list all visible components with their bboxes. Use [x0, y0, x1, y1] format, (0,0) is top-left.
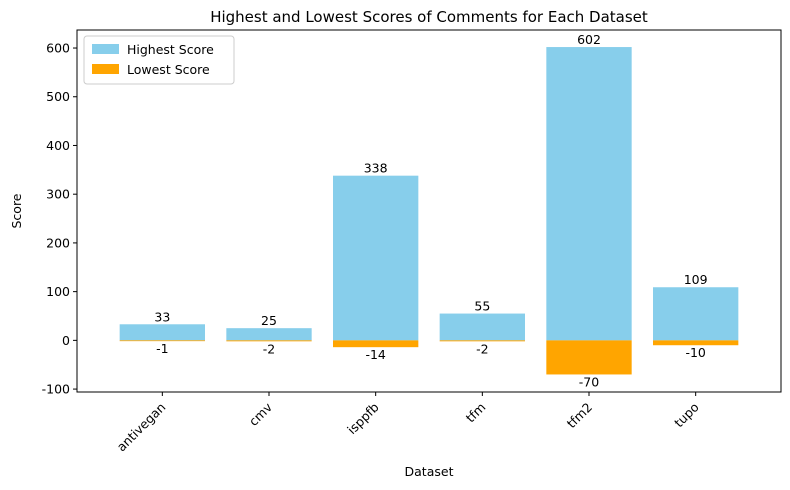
y-tick-label: 300: [46, 187, 70, 202]
legend-swatch-highest: [92, 44, 119, 54]
bar-lowest-tfm: [439, 340, 525, 342]
data-label-lowest-isppfb: -14: [365, 347, 385, 362]
y-tick-label: 0: [62, 333, 70, 348]
data-label-lowest-tupo: -10: [685, 345, 705, 360]
x-tick-label-tfm: tfm: [463, 400, 489, 426]
data-label-lowest-cmv: -2: [263, 341, 275, 356]
y-tick-label: 600: [46, 41, 70, 56]
y-axis-label: Score: [9, 193, 24, 228]
legend-swatch-lowest: [92, 64, 119, 74]
x-axis: antivegan cmv isppfb tfm tfm2 tupo: [114, 392, 702, 454]
data-label-lowest-antivegan: -1: [156, 341, 168, 356]
legend-box: [83, 35, 235, 85]
x-axis-label: Dataset: [405, 464, 454, 479]
legend: Highest Score Lowest Score: [83, 35, 235, 85]
data-label-highest-tfm: 55: [474, 299, 490, 314]
data-label-highest-cmv: 25: [261, 313, 277, 328]
x-tick-label-isppfb: isppfb: [344, 399, 382, 437]
x-tick-label-antivegan: antivegan: [114, 400, 169, 455]
bar-highest-tfm: [439, 313, 525, 341]
x-tick-label-cmv: cmv: [246, 399, 276, 429]
y-axis: -100 0 100 200 300 400 500 600: [42, 41, 77, 397]
y-tick-label: 500: [46, 89, 70, 104]
bar-lowest-tupo: [653, 340, 739, 346]
data-label-highest-antivegan: 33: [154, 309, 170, 324]
data-label-highest-tfm2: 602: [577, 32, 601, 47]
bar-highest-cmv: [226, 328, 312, 341]
bar-lowest-tfm2: [546, 340, 632, 375]
plot-area-frame: [76, 29, 782, 393]
data-labels-layer: 33 25 338 55 602 109 -1 -2 -14 -2 -70 -10: [154, 32, 707, 389]
legend-label-highest: Highest Score: [127, 42, 214, 57]
y-tick-label: 400: [46, 138, 70, 153]
y-tick-label: -100: [42, 382, 70, 397]
data-label-highest-tupo: 109: [684, 272, 708, 287]
bar-lowest-cmv: [226, 340, 312, 342]
x-tick-label-tupo: tupo: [671, 400, 702, 431]
bar-highest-antivegan: [119, 324, 205, 341]
bar-lowest-antivegan: [119, 340, 205, 342]
bar-highest-isppfb: [333, 175, 419, 341]
y-tick-label: 200: [46, 235, 70, 250]
chart-title: Highest and Lowest Scores of Comments fo…: [210, 8, 648, 26]
data-label-lowest-tfm2: -70: [579, 374, 599, 389]
y-tick-label: 100: [46, 284, 70, 299]
x-tick-label-tfm2: tfm2: [564, 400, 595, 431]
bars-layer: [119, 47, 739, 375]
bar-highest-tupo: [653, 287, 739, 341]
legend-label-lowest: Lowest Score: [127, 62, 210, 77]
bar-highest-tfm2: [546, 47, 632, 341]
data-label-lowest-tfm: -2: [476, 341, 488, 356]
data-label-highest-isppfb: 338: [364, 161, 388, 176]
bar-lowest-isppfb: [333, 340, 419, 348]
